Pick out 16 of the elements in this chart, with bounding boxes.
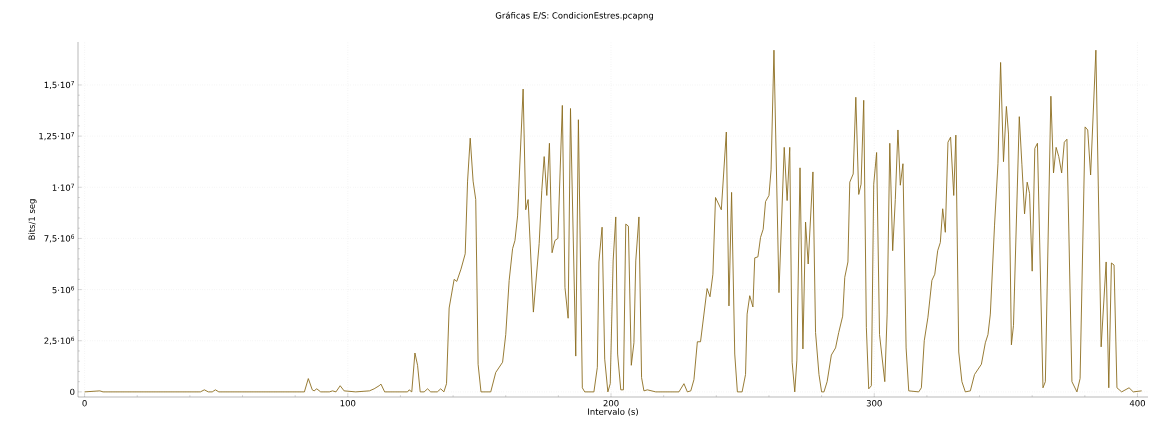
x-tick-label: 200 bbox=[603, 400, 619, 407]
line-series bbox=[84, 49, 1143, 393]
y-tick-label: 0 bbox=[70, 388, 75, 396]
y-tick-label: 1,5·10$^{7}$ bbox=[44, 80, 74, 90]
y-tick-label: 5·10$^{6}$ bbox=[52, 285, 75, 294]
x-tick-label: 0 bbox=[82, 400, 87, 407]
y-tick-label: 1·10$^{7}$ bbox=[52, 183, 74, 191]
x-tick-label: 400 bbox=[1129, 400, 1145, 407]
chart-title: Gráficas E/S: CondicionEstres.pcapng bbox=[495, 11, 653, 21]
y-tick-label: 2,5·10$^{6}$ bbox=[44, 336, 75, 345]
y-tick-label: 1,25·10$^{7}$ bbox=[39, 132, 74, 141]
y-axis-title: Bits/1 seg bbox=[28, 199, 37, 240]
x-tick-label: 100 bbox=[340, 400, 356, 407]
x-tick-label: 300 bbox=[866, 400, 882, 407]
x-axis-title: Intervalo (s) bbox=[588, 408, 638, 416]
y-tick-label: 7,5·10$^{6}$ bbox=[44, 234, 75, 243]
